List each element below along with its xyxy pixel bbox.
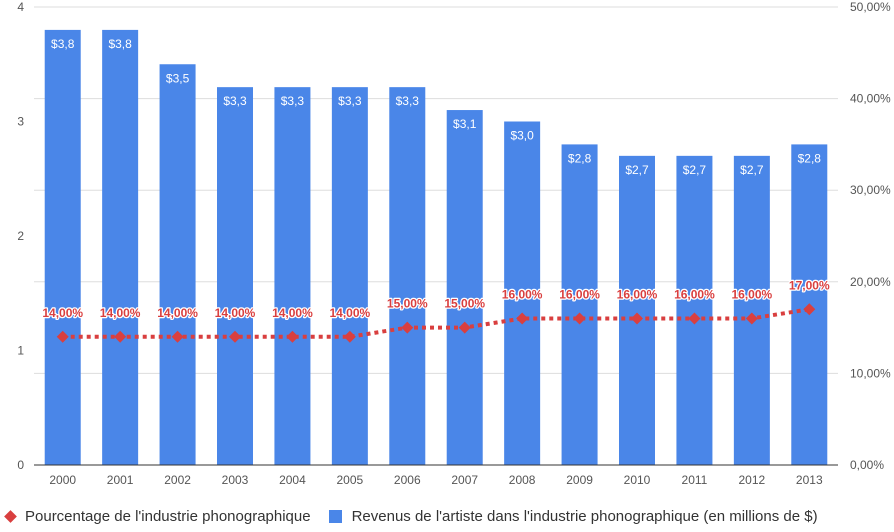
bar-value-label: $3,8 bbox=[51, 37, 75, 51]
bar bbox=[619, 155, 655, 465]
legend-label-revenue: Revenus de l'artiste dans l'industrie ph… bbox=[351, 507, 818, 525]
percentage-value-label: 16,00% bbox=[732, 287, 773, 301]
right-axis-tick-label: 10,00% bbox=[850, 366, 891, 380]
bar-value-label: $2,7 bbox=[625, 163, 649, 177]
percentage-marker bbox=[171, 330, 184, 343]
legend-item-percentage[interactable]: Pourcentage de l'industrie phonographiqu… bbox=[4, 507, 311, 525]
bar bbox=[102, 29, 139, 466]
right-axis-tick-label: 40,00% bbox=[850, 92, 891, 106]
bar-value-label: $2,8 bbox=[568, 151, 592, 165]
bar bbox=[504, 121, 541, 465]
percentage-value-label: 15,00% bbox=[444, 297, 485, 311]
x-axis-tick-label: 2012 bbox=[739, 473, 766, 487]
legend-diamond-marker bbox=[4, 509, 17, 523]
bar bbox=[561, 144, 598, 465]
x-axis-tick-label: 2009 bbox=[566, 473, 593, 487]
x-axis-tick-label: 2002 bbox=[164, 473, 191, 487]
left-axis-tick-label: 4 bbox=[17, 0, 24, 14]
percentage-marker bbox=[745, 312, 758, 325]
right-axis-tick-label: 50,00% bbox=[850, 0, 891, 14]
combo-chart: 0,00% 10,00% 20,00% 30,00% 40,00% 50,00% 0 1 2 3 4… bbox=[17, 0, 891, 487]
legend-label-percentage: Pourcentage de l'industrie phonographiqu… bbox=[25, 507, 311, 525]
bar-value-label: $2,8 bbox=[798, 151, 822, 165]
percentage-value-label: 14,00% bbox=[100, 306, 141, 320]
bar-value-label: $3,3 bbox=[338, 94, 362, 108]
x-axis-tick-label: 2013 bbox=[796, 473, 823, 487]
bar-value-label: $2,7 bbox=[683, 163, 707, 177]
bar bbox=[676, 155, 713, 465]
chart-legend: Pourcentage de l'industrie phonographiqu… bbox=[0, 503, 894, 529]
percentage-marker bbox=[688, 312, 701, 325]
x-axis-tick-label: 2007 bbox=[451, 473, 478, 487]
bar bbox=[331, 87, 368, 466]
bar-value-label: $3,8 bbox=[108, 37, 132, 51]
bar bbox=[159, 64, 196, 465]
percentage-marker bbox=[343, 330, 356, 343]
percentage-value-label: 14,00% bbox=[272, 306, 313, 320]
percentage-marker bbox=[286, 330, 299, 343]
x-axis-tick-label: 2008 bbox=[509, 473, 536, 487]
right-axis-tick-label: 20,00% bbox=[850, 275, 891, 289]
bar-value-label: $3,5 bbox=[166, 71, 190, 85]
bar bbox=[217, 87, 253, 466]
percentage-value-label: 14,00% bbox=[42, 306, 83, 320]
percentage-marker bbox=[573, 312, 586, 325]
x-axis-tick-label: 2004 bbox=[279, 473, 306, 487]
percentage-value-label: 14,00% bbox=[157, 306, 198, 320]
percentage-value-label: 14,00% bbox=[215, 306, 256, 320]
percentage-marker bbox=[229, 330, 241, 343]
bar bbox=[733, 155, 770, 465]
percentage-value-label: 15,00% bbox=[387, 297, 428, 311]
left-axis-tick-label: 1 bbox=[17, 344, 24, 358]
x-axis-tick-label: 2011 bbox=[682, 473, 708, 487]
percentage-marker bbox=[631, 312, 643, 325]
percentage-marker bbox=[516, 312, 529, 325]
percentage-marker bbox=[401, 321, 414, 334]
bar-value-label: $2,7 bbox=[740, 163, 764, 177]
right-axis-tick-label: 0,00% bbox=[850, 458, 884, 472]
percentage-marker bbox=[114, 330, 127, 343]
legend-square-marker bbox=[328, 509, 342, 523]
left-axis-tick-label: 3 bbox=[17, 115, 24, 129]
bar bbox=[389, 87, 426, 466]
bar bbox=[44, 29, 81, 466]
percentage-value-label: 16,00% bbox=[559, 287, 600, 301]
bar-value-label: $3,0 bbox=[510, 129, 534, 143]
percentage-value-label: 16,00% bbox=[617, 287, 658, 301]
x-axis-tick-label: 2000 bbox=[49, 473, 76, 487]
x-axis-tick-label: 2005 bbox=[337, 473, 364, 487]
x-axis-tick-label: 2010 bbox=[624, 473, 651, 487]
left-axis-tick-label: 2 bbox=[17, 229, 24, 243]
x-axis-tick-label: 2006 bbox=[394, 473, 421, 487]
percentage-value-label: 14,00% bbox=[330, 306, 371, 320]
bar-value-label: $3,3 bbox=[281, 94, 305, 108]
percentage-marker bbox=[803, 303, 816, 316]
bar-value-label: $3,1 bbox=[453, 117, 477, 131]
percentage-marker bbox=[56, 330, 69, 343]
x-axis-tick-label: 2001 bbox=[107, 473, 134, 487]
percentage-value-label: 17,00% bbox=[789, 278, 830, 292]
bar bbox=[274, 87, 311, 466]
left-axis-tick-label: 0 bbox=[17, 458, 24, 472]
percentage-value-label: 16,00% bbox=[502, 287, 543, 301]
percentage-value-label: 16,00% bbox=[674, 287, 715, 301]
bar bbox=[446, 110, 483, 466]
percentage-marker bbox=[458, 321, 471, 334]
x-axis-tick-label: 2003 bbox=[222, 473, 249, 487]
right-axis-tick-label: 30,00% bbox=[850, 183, 891, 197]
bar-value-label: $3,3 bbox=[223, 94, 247, 108]
bar-value-label: $3,3 bbox=[396, 94, 420, 108]
legend-item-revenue[interactable]: Revenus de l'artiste dans l'industrie ph… bbox=[328, 507, 818, 525]
